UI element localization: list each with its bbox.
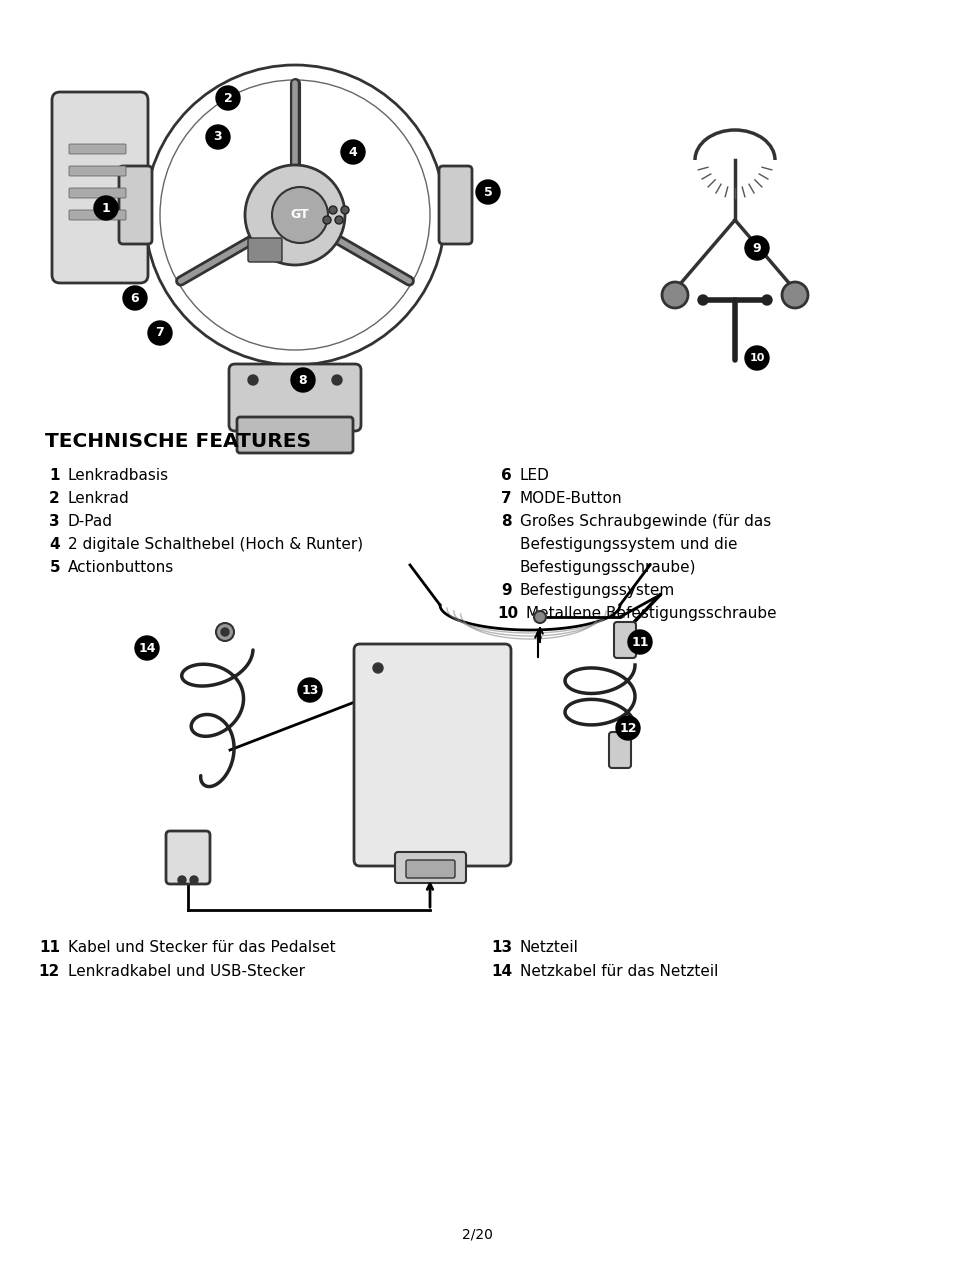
Text: 7: 7 bbox=[501, 491, 512, 506]
Text: 1: 1 bbox=[102, 201, 111, 215]
Circle shape bbox=[178, 876, 186, 884]
Text: 13: 13 bbox=[301, 683, 318, 697]
Text: 14: 14 bbox=[138, 641, 155, 655]
FancyBboxPatch shape bbox=[69, 210, 126, 220]
FancyBboxPatch shape bbox=[614, 622, 636, 658]
Circle shape bbox=[340, 140, 365, 164]
Text: TECHNISCHE FEATURES: TECHNISCHE FEATURES bbox=[45, 432, 311, 452]
Text: Metallene Befestigungsschraube: Metallene Befestigungsschraube bbox=[525, 605, 776, 621]
FancyBboxPatch shape bbox=[119, 167, 152, 244]
Text: 4: 4 bbox=[348, 145, 357, 159]
Text: 2 digitale Schalthebel (Hoch & Runter): 2 digitale Schalthebel (Hoch & Runter) bbox=[68, 537, 363, 552]
Text: 9: 9 bbox=[752, 242, 760, 254]
FancyBboxPatch shape bbox=[69, 144, 126, 154]
Circle shape bbox=[332, 375, 341, 385]
Text: 4: 4 bbox=[50, 537, 60, 552]
Circle shape bbox=[761, 295, 771, 305]
Circle shape bbox=[373, 663, 382, 673]
Circle shape bbox=[148, 321, 172, 345]
Text: Netzteil: Netzteil bbox=[519, 940, 578, 955]
Text: D-Pad: D-Pad bbox=[68, 514, 112, 529]
Circle shape bbox=[272, 187, 328, 243]
Circle shape bbox=[744, 346, 768, 370]
Text: 12: 12 bbox=[39, 964, 60, 979]
Circle shape bbox=[221, 628, 229, 636]
Text: 6: 6 bbox=[500, 468, 512, 483]
Text: 13: 13 bbox=[491, 940, 512, 955]
FancyBboxPatch shape bbox=[354, 644, 511, 866]
Circle shape bbox=[616, 716, 639, 740]
Text: Netzkabel für das Netzteil: Netzkabel für das Netzteil bbox=[519, 964, 718, 979]
Circle shape bbox=[123, 286, 147, 310]
Text: 12: 12 bbox=[618, 721, 636, 734]
Text: 8: 8 bbox=[298, 374, 307, 387]
Text: 11: 11 bbox=[631, 636, 648, 649]
Circle shape bbox=[329, 206, 336, 214]
Circle shape bbox=[190, 876, 198, 884]
Circle shape bbox=[135, 636, 159, 660]
Circle shape bbox=[94, 196, 118, 220]
Circle shape bbox=[245, 165, 345, 265]
Circle shape bbox=[215, 623, 233, 641]
Text: 2: 2 bbox=[223, 92, 233, 104]
Circle shape bbox=[698, 295, 707, 305]
Text: GT: GT bbox=[291, 209, 309, 221]
FancyBboxPatch shape bbox=[236, 417, 353, 453]
Text: Lenkradkabel und USB-Stecker: Lenkradkabel und USB-Stecker bbox=[68, 964, 305, 979]
Text: Lenkrad: Lenkrad bbox=[68, 491, 130, 506]
Circle shape bbox=[297, 678, 322, 702]
FancyBboxPatch shape bbox=[166, 831, 210, 884]
FancyBboxPatch shape bbox=[608, 731, 630, 768]
Text: Lenkradbasis: Lenkradbasis bbox=[68, 468, 169, 483]
Circle shape bbox=[323, 216, 331, 224]
FancyBboxPatch shape bbox=[69, 188, 126, 198]
FancyBboxPatch shape bbox=[406, 860, 455, 878]
Circle shape bbox=[781, 282, 807, 308]
Text: 2: 2 bbox=[50, 491, 60, 506]
Text: 7: 7 bbox=[155, 327, 164, 340]
Text: Actionbuttons: Actionbuttons bbox=[68, 560, 174, 575]
Text: 11: 11 bbox=[39, 940, 60, 955]
Circle shape bbox=[248, 375, 257, 385]
Text: Befestigungssystem und die: Befestigungssystem und die bbox=[519, 537, 737, 552]
FancyBboxPatch shape bbox=[69, 167, 126, 176]
Circle shape bbox=[206, 125, 230, 149]
FancyBboxPatch shape bbox=[395, 852, 465, 883]
Circle shape bbox=[534, 611, 545, 623]
FancyBboxPatch shape bbox=[248, 238, 282, 262]
Text: 10: 10 bbox=[497, 605, 517, 621]
Circle shape bbox=[340, 206, 349, 214]
Text: 6: 6 bbox=[131, 291, 139, 304]
Circle shape bbox=[627, 630, 651, 654]
Text: Befestigungssystem: Befestigungssystem bbox=[519, 583, 675, 598]
Text: Kabel und Stecker für das Pedalset: Kabel und Stecker für das Pedalset bbox=[68, 940, 335, 955]
Circle shape bbox=[291, 368, 314, 392]
Text: 5: 5 bbox=[483, 186, 492, 198]
Text: 2/20: 2/20 bbox=[461, 1227, 492, 1241]
Text: LED: LED bbox=[519, 468, 549, 483]
Circle shape bbox=[476, 181, 499, 204]
Text: 3: 3 bbox=[213, 131, 222, 144]
Text: Großes Schraubgewinde (für das: Großes Schraubgewinde (für das bbox=[519, 514, 770, 529]
Text: 5: 5 bbox=[50, 560, 60, 575]
FancyBboxPatch shape bbox=[438, 167, 472, 244]
Text: 10: 10 bbox=[748, 354, 764, 363]
Text: 3: 3 bbox=[50, 514, 60, 529]
Text: Befestigungsschraube): Befestigungsschraube) bbox=[519, 560, 696, 575]
Circle shape bbox=[335, 216, 343, 224]
Text: MODE-Button: MODE-Button bbox=[519, 491, 622, 506]
Circle shape bbox=[215, 86, 240, 109]
Circle shape bbox=[744, 237, 768, 259]
FancyBboxPatch shape bbox=[52, 92, 148, 282]
Text: 9: 9 bbox=[501, 583, 512, 598]
FancyBboxPatch shape bbox=[229, 364, 360, 431]
Text: 8: 8 bbox=[501, 514, 512, 529]
Text: 14: 14 bbox=[491, 964, 512, 979]
Circle shape bbox=[661, 282, 687, 308]
Text: 1: 1 bbox=[50, 468, 60, 483]
